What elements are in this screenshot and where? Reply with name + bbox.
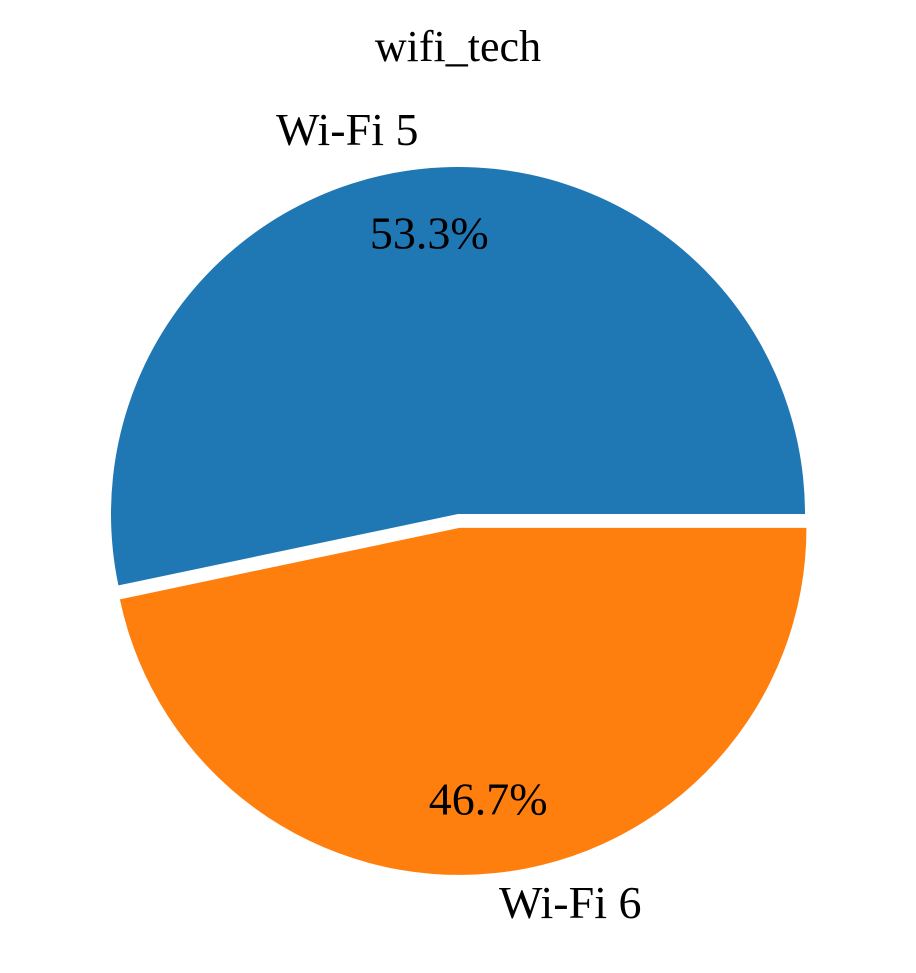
slice-percent-label: 46.7% — [429, 774, 548, 825]
pie-slices — [110, 166, 807, 875]
slice-label: Wi-Fi 6 — [499, 877, 642, 928]
slice-label: Wi-Fi 5 — [276, 104, 419, 155]
chart-title: wifi_tech — [375, 22, 541, 71]
slice-percent-label: 53.3% — [370, 207, 489, 258]
pie-labels: Wi-Fi 5 53.3% Wi-Fi 6 46.7% — [276, 104, 642, 928]
pie-slice-wi-fi-5 — [110, 166, 805, 586]
pie-slice-wi-fi-6 — [119, 527, 807, 875]
